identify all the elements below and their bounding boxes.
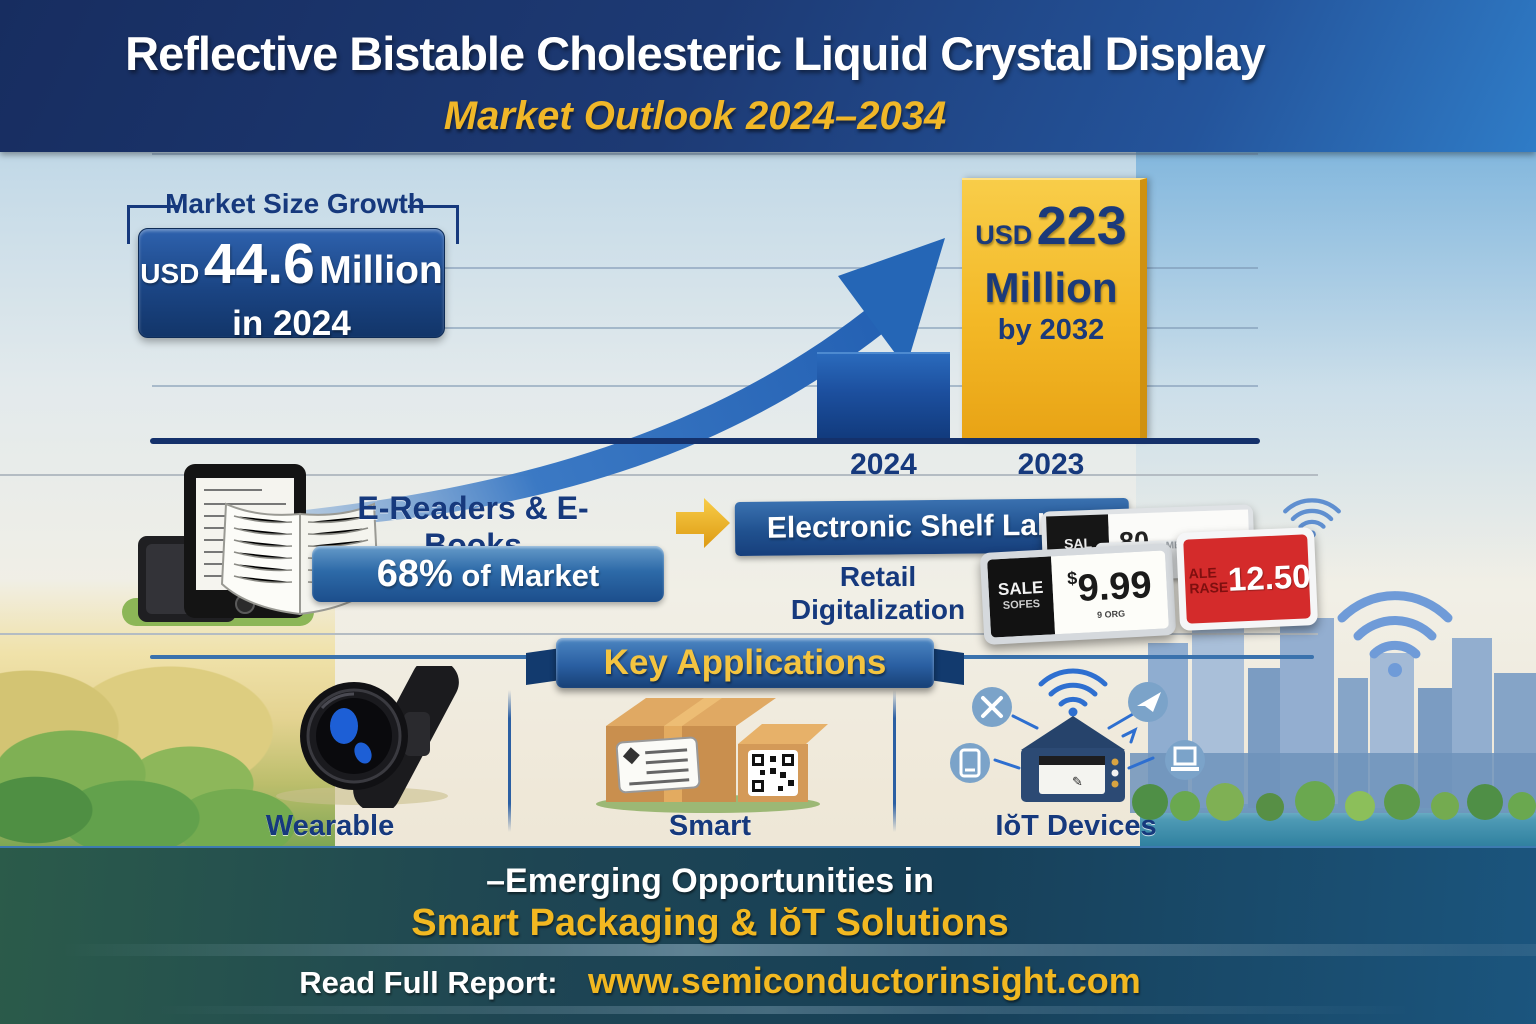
- market-size-period: in 2024: [232, 304, 351, 343]
- shelf-label-price: 12.50: [1227, 557, 1311, 598]
- tree-line: [1132, 781, 1536, 821]
- utensils-icon: [981, 696, 1003, 718]
- header-banner: Reflective Bistable Cholesteric Liquid C…: [0, 0, 1536, 152]
- axis-label-2023: 2023: [1017, 448, 1085, 481]
- page-subtitle: Market Outlook 2024–2034: [443, 94, 947, 138]
- page-title: Reflective Bistable Cholesteric Liquid C…: [125, 27, 1266, 80]
- bracket-right: [408, 205, 459, 244]
- market-size-value-line: USD 44.6 Million: [140, 232, 443, 296]
- opportunities-line1: –Emerging Opportunities in: [486, 862, 934, 900]
- shelf-label-sale-panel: ALE RASE: [1188, 564, 1229, 597]
- shelf-label-front-right: ALE RASE 12.50: [1175, 527, 1319, 631]
- column-divider: [508, 690, 511, 832]
- chart-gridline: [152, 267, 1258, 269]
- smartwatch-illustration: [276, 666, 459, 808]
- opportunities-line2: Smart Packaging & IŏT Solutions: [411, 902, 1009, 944]
- report-label: Read Full Report:: [299, 965, 558, 1000]
- svg-text:✎: ✎: [1072, 775, 1083, 790]
- smartphone-icon: [959, 748, 981, 778]
- ereaders-share-banner: 68% of Market: [312, 546, 664, 602]
- ribbon-line-right: [936, 655, 1314, 659]
- callout-period: by 2032: [997, 314, 1105, 346]
- share-value: 68%: [376, 553, 453, 595]
- market-size-callout-box: USD 44.6 Million in 2024: [138, 228, 445, 343]
- orbit-icons: [950, 682, 1205, 783]
- footer-band: –Emerging Opportunities in Smart Packagi…: [0, 846, 1536, 1024]
- bracket-left: [127, 205, 178, 244]
- retail-digitalization-label: Retail Digitalization: [790, 561, 966, 625]
- growth-arrow-icon: [222, 238, 945, 532]
- iot-hub-illustration: ✎: [950, 668, 1205, 802]
- app-label-iot: IŏT Devices: [995, 810, 1157, 842]
- bar-2032-callout: USD 223 Million by 2032: [962, 178, 1147, 440]
- axis-label-2024: 2024: [850, 448, 917, 481]
- light-flare: [0, 944, 1536, 956]
- laptop-icon: [1171, 746, 1199, 771]
- wifi-icon: [1283, 498, 1341, 539]
- report-footer: Read Full Report: www.semiconductorinsig…: [0, 960, 1440, 1002]
- shelf-label-sale-panel: SALE SOFES: [987, 556, 1056, 638]
- shelf-label-price: $9.99 9 ORG: [1050, 550, 1169, 635]
- section-divider: [0, 633, 1318, 635]
- smart-packaging-illustration: [596, 698, 828, 813]
- bar-2024: [817, 352, 950, 440]
- share-label: of Market: [452, 558, 600, 593]
- chart-axis-baseline: [150, 438, 1260, 444]
- key-applications-banner: Key Applications: [556, 638, 934, 688]
- callout-line1: USD 223: [975, 196, 1127, 256]
- right-arrow-icon: [676, 498, 730, 548]
- column-divider: [893, 690, 896, 832]
- chart-gridline: [152, 153, 1258, 155]
- wifi-icon: [1337, 591, 1453, 677]
- city-skyline-illustration: [1130, 583, 1536, 821]
- send-icon: [1137, 692, 1161, 712]
- light-flare: [0, 1006, 1536, 1014]
- chart-gridline: [152, 327, 1258, 329]
- callout-unit: Million: [984, 264, 1118, 311]
- chart-gridline: [152, 385, 1258, 387]
- shelf-label-front-left: SALE SOFES $9.99 9 ORG: [979, 543, 1177, 645]
- qr-code: [748, 750, 798, 796]
- market-size-growth-label: Market Size Growth: [165, 188, 425, 219]
- ribbon-line-left: [150, 655, 542, 659]
- report-url-link[interactable]: www.semiconductorinsight.com: [588, 960, 1141, 1001]
- section-divider: [0, 474, 1318, 476]
- wifi-icon: [1038, 668, 1108, 717]
